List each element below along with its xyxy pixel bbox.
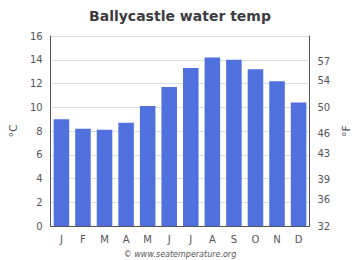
svg-text:O: O — [252, 234, 260, 245]
svg-text:D: D — [295, 234, 303, 245]
svg-text:36: 36 — [317, 194, 330, 205]
svg-text:46: 46 — [317, 128, 330, 139]
svg-text:8: 8 — [36, 126, 42, 137]
svg-text:54: 54 — [317, 75, 330, 86]
svg-text:J: J — [188, 234, 192, 245]
svg-text:12: 12 — [30, 78, 43, 89]
svg-text:14: 14 — [30, 54, 43, 65]
svg-text:57: 57 — [317, 56, 330, 67]
svg-text:© www.seatemperature.org: © www.seatemperature.org — [124, 250, 236, 259]
svg-text:0: 0 — [36, 221, 42, 232]
svg-text:50: 50 — [317, 102, 330, 113]
svg-text:Ballycastle water temp: Ballycastle water temp — [89, 8, 271, 24]
svg-text:6: 6 — [36, 149, 42, 160]
svg-text:M: M — [143, 234, 152, 245]
svg-text:2: 2 — [36, 197, 42, 208]
svg-text:S: S — [231, 234, 237, 245]
svg-text:F: F — [80, 234, 86, 245]
svg-text:43: 43 — [317, 148, 330, 159]
svg-text:°C: °C — [7, 124, 20, 138]
svg-text:39: 39 — [317, 174, 330, 185]
svg-text:A: A — [123, 234, 130, 245]
svg-text:M: M — [100, 234, 109, 245]
svg-text:32: 32 — [317, 221, 330, 232]
svg-text:J: J — [59, 234, 63, 245]
svg-text:A: A — [209, 234, 216, 245]
svg-text:°F: °F — [340, 125, 353, 137]
svg-text:N: N — [273, 234, 280, 245]
svg-text:10: 10 — [30, 102, 43, 113]
svg-text:J: J — [167, 234, 171, 245]
svg-text:4: 4 — [36, 173, 42, 184]
svg-text:16: 16 — [30, 31, 43, 42]
